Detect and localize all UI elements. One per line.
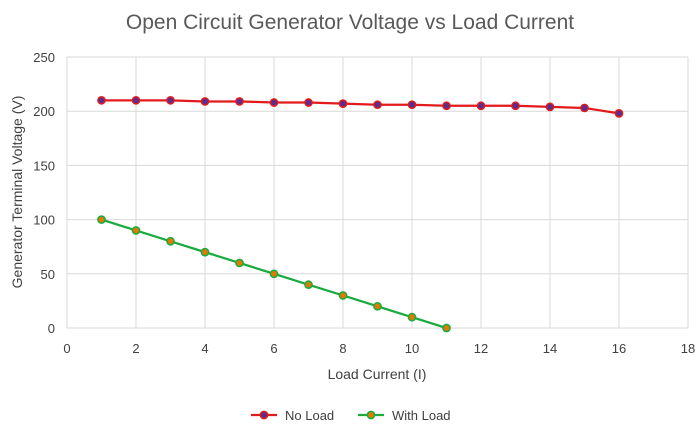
series-no-load xyxy=(97,96,624,118)
y-tick-label: 250 xyxy=(33,50,55,65)
y-tick-label: 150 xyxy=(33,158,55,173)
data-point xyxy=(269,98,279,107)
y-tick-label: 200 xyxy=(33,104,55,119)
data-series xyxy=(97,96,624,333)
x-tick-label: 12 xyxy=(474,341,488,356)
x-tick-label: 16 xyxy=(612,341,626,356)
data-point xyxy=(338,99,348,108)
legend-swatch-marker xyxy=(259,410,269,420)
legend-item-with-load: With Load xyxy=(358,408,451,423)
data-point xyxy=(614,109,624,118)
data-point xyxy=(373,301,382,311)
data-point xyxy=(476,101,486,111)
legend-item-no-load: No Load xyxy=(251,408,334,423)
x-tick-label: 4 xyxy=(201,341,208,356)
data-point xyxy=(442,323,451,333)
gridlines xyxy=(66,56,689,329)
x-tick-label: 0 xyxy=(63,341,70,356)
y-tick-label: 50 xyxy=(41,267,55,282)
data-point xyxy=(235,97,244,106)
x-tick-label: 8 xyxy=(339,341,346,356)
x-tick-label: 2 xyxy=(132,341,139,356)
legend-label: No Load xyxy=(285,408,334,423)
chart-title: Open Circuit Generator Voltage vs Load C… xyxy=(126,11,574,34)
data-point xyxy=(200,247,210,257)
x-tick-label: 10 xyxy=(405,341,419,356)
data-point xyxy=(407,312,417,322)
legend-swatch-marker xyxy=(366,410,376,420)
x-tick-label: 14 xyxy=(543,341,557,356)
series-with-load xyxy=(97,215,451,333)
data-point xyxy=(511,101,520,111)
data-point xyxy=(442,101,451,111)
series-line-no-load xyxy=(100,99,621,115)
data-point xyxy=(97,96,106,105)
data-point xyxy=(373,100,382,110)
data-point xyxy=(200,97,210,106)
data-point xyxy=(131,226,141,235)
y-axis-title: Generator Terminal Voltage (V) xyxy=(9,96,25,289)
data-point xyxy=(338,291,348,300)
y-tick-label: 100 xyxy=(33,213,55,228)
data-point xyxy=(269,269,279,279)
data-point xyxy=(304,280,313,289)
data-point xyxy=(166,96,175,105)
legend: No Load With Load xyxy=(251,408,451,423)
data-point xyxy=(97,215,106,224)
data-point xyxy=(131,96,141,105)
axis-tick-labels: 0 2 4 6 8 10 12 14 16 18 0 50 100 150 200 250 xyxy=(33,50,695,356)
x-axis-title: Load Current (I) xyxy=(328,366,427,382)
data-point xyxy=(166,236,175,246)
data-point xyxy=(580,103,589,113)
legend-label: With Load xyxy=(392,408,451,423)
data-point xyxy=(407,100,417,110)
data-point xyxy=(235,258,244,268)
data-point xyxy=(545,102,555,112)
x-tick-label: 6 xyxy=(270,341,277,356)
y-tick-label: 0 xyxy=(48,321,55,336)
data-point xyxy=(304,98,313,107)
x-tick-label: 18 xyxy=(681,341,695,356)
